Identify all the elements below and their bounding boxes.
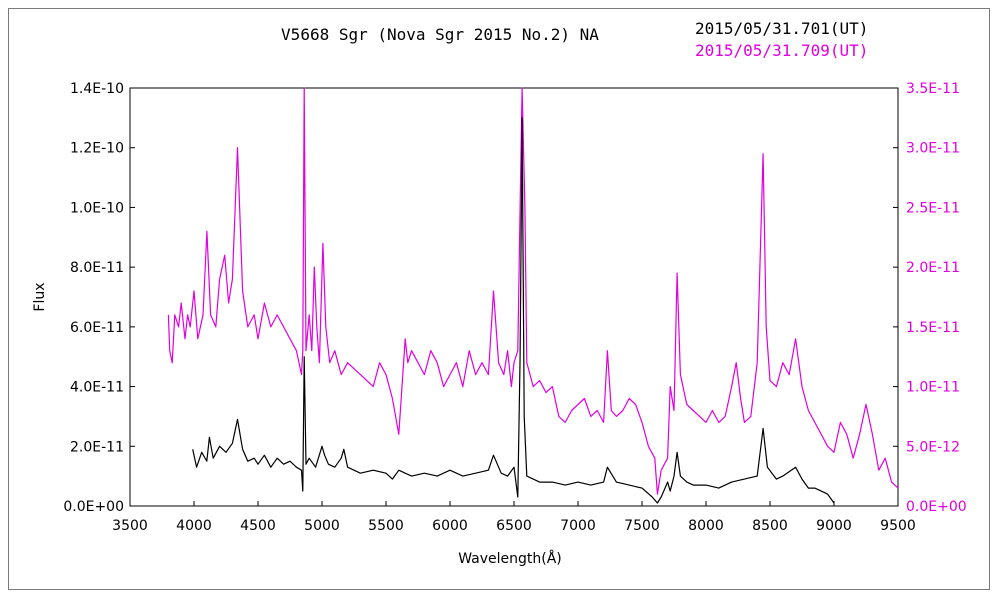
y-left-tick-label: 8.0E-11 xyxy=(70,260,124,276)
x-tick-label: 5000 xyxy=(304,518,340,534)
x-tick-label: 8000 xyxy=(688,518,724,534)
y-right-tick-label: 2.5E-11 xyxy=(906,200,960,216)
x-tick-label: 7000 xyxy=(560,518,596,534)
y-axis-label: Flux xyxy=(32,282,48,311)
chart-title: V5668 Sgr (Nova Sgr 2015 No.2) NA xyxy=(281,25,599,44)
series-line-1 xyxy=(192,117,835,504)
y-left-tick-label: 1.4E-10 xyxy=(70,81,124,97)
chart-frame xyxy=(8,8,990,590)
y-left-tick-label: 4.0E-11 xyxy=(70,380,124,396)
y-left-tick-label: 0.0E+00 xyxy=(63,499,124,515)
y-left-tick-label: 1.0E-10 xyxy=(70,200,124,216)
legend-entry-1: 2015/05/31.701(UT) xyxy=(695,19,868,38)
x-tick-label: 9500 xyxy=(880,518,916,534)
x-tick-label: 6000 xyxy=(432,518,468,534)
y-right-tick-label: 0.0E+00 xyxy=(906,499,967,515)
y-right-tick-label: 3.5E-11 xyxy=(906,81,960,97)
y-right-tick-label: 1.0E-11 xyxy=(906,380,960,396)
series-line-2 xyxy=(167,87,899,495)
x-tick-label: 7500 xyxy=(624,518,660,534)
x-axis-label: Wavelength(Å) xyxy=(458,550,562,567)
x-tick-label: 5500 xyxy=(368,518,404,534)
y-left-tick-label: 1.2E-10 xyxy=(70,141,124,157)
plot-area xyxy=(129,87,899,507)
y-right-tick-label: 3.0E-11 xyxy=(906,141,960,157)
x-tick-label: 3500 xyxy=(112,518,148,534)
x-tick-label: 4000 xyxy=(176,518,212,534)
x-tick-label: 8500 xyxy=(752,518,788,534)
y-left-tick-label: 6.0E-11 xyxy=(70,320,124,336)
x-tick-label: 4500 xyxy=(240,518,276,534)
y-left-tick-label: 2.0E-11 xyxy=(70,439,124,455)
y-right-tick-label: 5.0E-12 xyxy=(906,439,960,455)
y-right-tick-label: 1.5E-11 xyxy=(906,320,960,336)
y-right-tick-label: 2.0E-11 xyxy=(906,260,960,276)
x-tick-label: 9000 xyxy=(816,518,852,534)
x-tick-label: 6500 xyxy=(496,518,532,534)
legend-entry-2: 2015/05/31.709(UT) xyxy=(695,41,868,60)
